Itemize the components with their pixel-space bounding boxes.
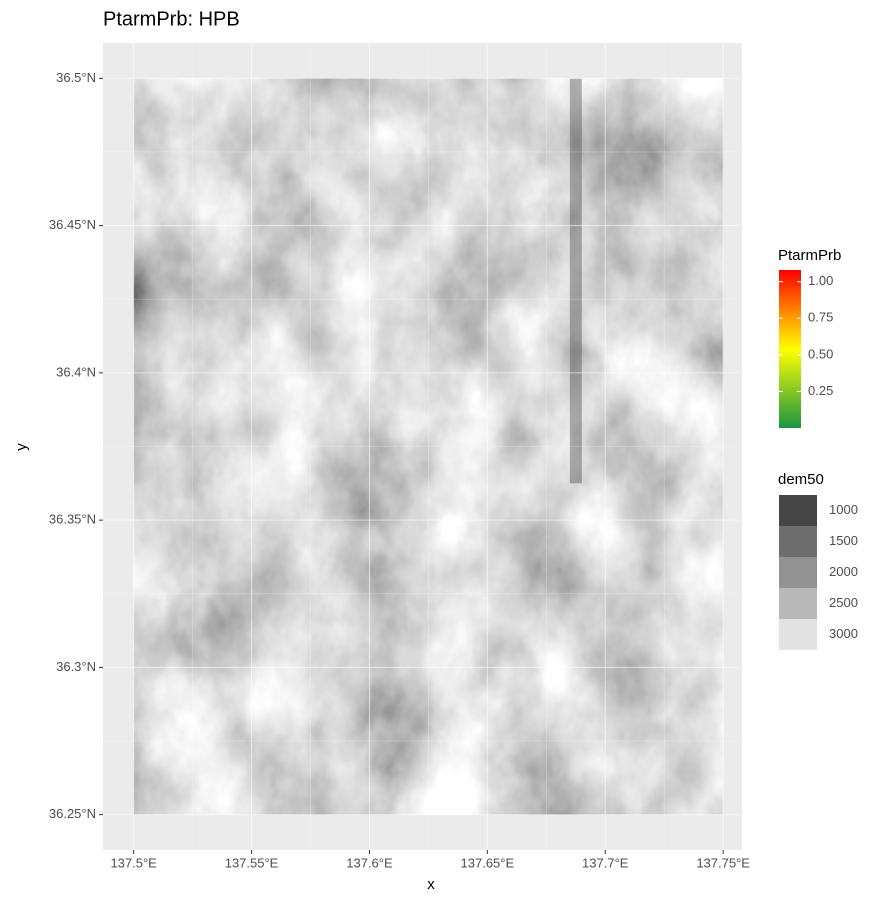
x-tick-label: 137.7°E	[582, 855, 629, 870]
panel	[103, 43, 742, 850]
legend-label: 0.25	[808, 383, 833, 398]
y-tick-label: 36.35°N	[49, 512, 96, 527]
raster-valley	[570, 78, 582, 483]
legend-key	[779, 495, 817, 526]
y-tick-label: 36.4°N	[56, 364, 96, 379]
legend-label: 0.75	[808, 310, 833, 325]
x-tick-label: 137.75°E	[696, 855, 750, 870]
x-tick-label: 137.65°E	[461, 855, 515, 870]
x-tick-label: 137.6°E	[346, 855, 393, 870]
chart: PtarmPrb: HPB x y 137.5°E 137.55°E 137.6°E…	[0, 0, 875, 897]
x-axis-label: x	[427, 876, 435, 893]
legend-title: dem50	[778, 471, 824, 488]
chart-title: PtarmPrb: HPB	[103, 8, 240, 30]
legend-key	[779, 526, 817, 557]
colorbar	[779, 270, 801, 428]
y-tick-label: 36.3°N	[56, 659, 96, 674]
x-tick-label: 137.55°E	[225, 855, 279, 870]
legend-key	[779, 619, 817, 650]
y-axis-label: y	[13, 443, 30, 451]
y-tick-label: 36.45°N	[49, 217, 96, 232]
y-tick-label: 36.25°N	[49, 806, 96, 821]
legend-label: 2500	[829, 595, 858, 610]
legend-label: 1500	[829, 533, 858, 548]
legend-label: 1.00	[808, 273, 833, 288]
legend-label: 3000	[829, 626, 858, 641]
legend-label: 2000	[829, 564, 858, 579]
y-tick-label: 36.5°N	[56, 70, 96, 85]
x-tick-label: 137.5°E	[110, 855, 157, 870]
legend-title: PtarmPrb	[778, 247, 841, 264]
legend-key	[779, 557, 817, 588]
legend-key	[779, 588, 817, 619]
legend-label: 1000	[829, 502, 858, 517]
legend-label: 0.50	[808, 346, 833, 361]
